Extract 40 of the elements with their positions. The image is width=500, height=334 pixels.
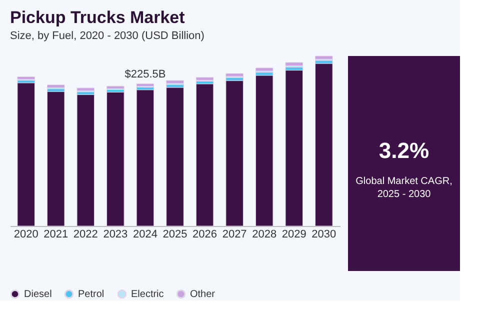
annotation: $225.5B [124,68,166,81]
bar [17,82,35,226]
text: Global Market CAGR, 2025 - 2030 [356,176,452,200]
x-tick-label: 2022 [73,228,98,240]
bar [166,87,184,226]
bar [315,63,333,226]
bar [255,68,274,72]
legend-label: Other [190,289,216,300]
bar [226,73,244,77]
x-tick-label: 2024 [132,228,158,240]
bar [136,83,154,87]
bar [166,80,184,84]
bar [76,94,95,226]
x-tick-label: 2029 [282,228,306,240]
text: 3.2% [378,138,430,163]
legend-label: Petrol [78,289,104,300]
bar [46,84,65,88]
x-tick-label: 2027 [222,228,247,240]
bar [196,77,214,80]
x-tick-label: 2023 [103,228,128,240]
x-tick-label: 2030 [312,228,336,240]
x-tick-label: 2026 [192,228,218,240]
bar [196,84,214,226]
bar [46,91,65,226]
bar [106,86,124,89]
bar [285,70,304,226]
bar [106,92,124,226]
bar [226,80,244,226]
chart-subtitle: Size, by Fuel, 2020 - 2030 (USD Billion) [10,30,204,42]
bar [255,75,274,226]
x-tick-label: 2021 [44,228,68,240]
bar [17,76,35,80]
x-tick-label: 2020 [14,228,38,240]
legend-label: Electric [131,289,164,300]
legend-label: Diesel [24,289,52,300]
x-tick-label: 2025 [162,228,188,240]
bar [136,90,154,226]
x-tick-label: 2028 [252,228,277,240]
bar [76,88,95,91]
chart-title: Pickup Trucks Market [10,8,186,27]
